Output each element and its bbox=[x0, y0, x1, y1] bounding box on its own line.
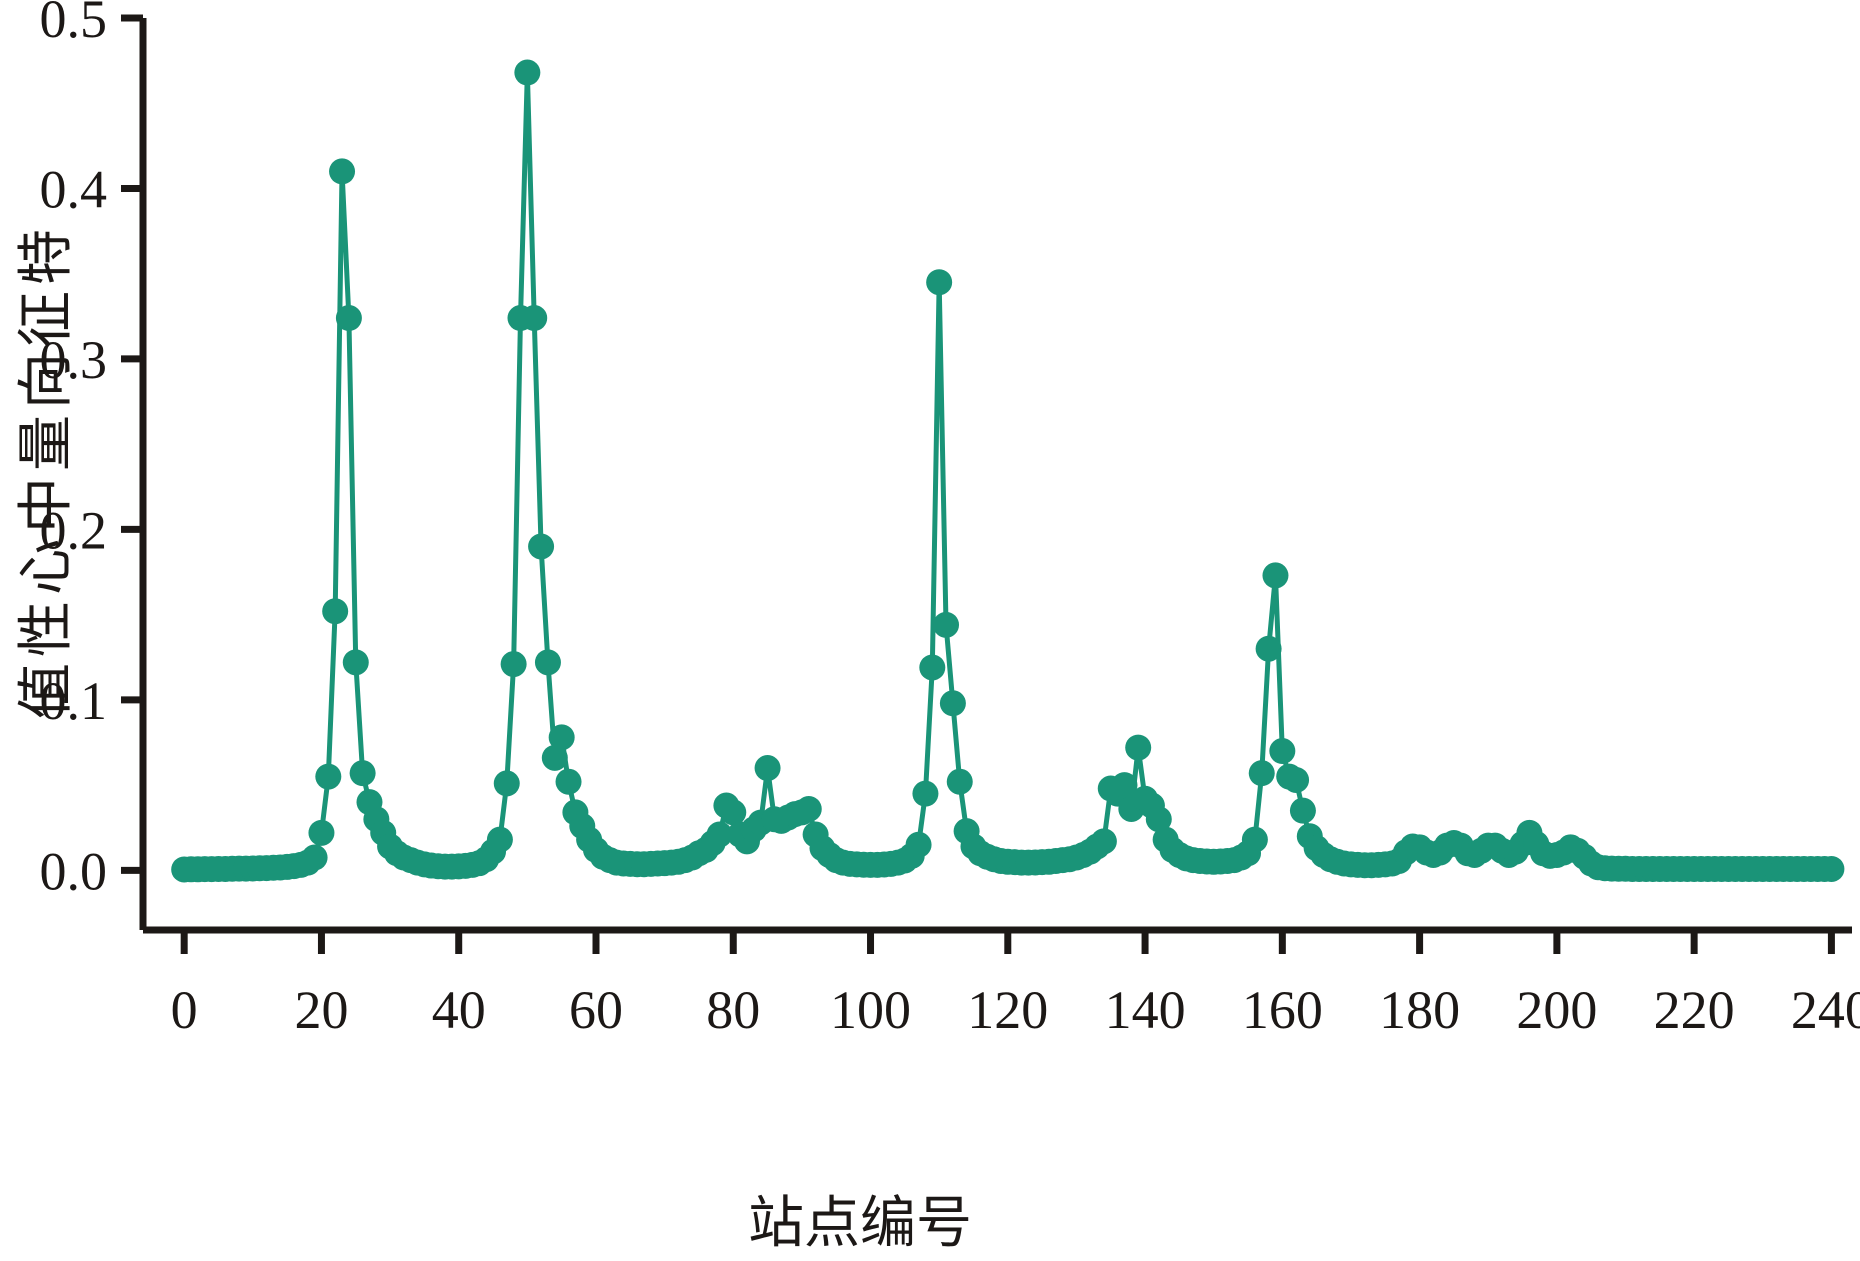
x-tick-marks bbox=[180, 930, 1835, 954]
data-point-marker bbox=[754, 755, 781, 782]
y-tick-label: 0.2 bbox=[40, 500, 108, 560]
data-point-marker bbox=[1145, 806, 1172, 833]
x-tick-label: 0 bbox=[171, 980, 198, 1040]
data-point-marker bbox=[912, 780, 939, 807]
data-point-marker bbox=[486, 826, 513, 853]
series-group bbox=[171, 59, 1845, 883]
data-point-marker bbox=[315, 763, 342, 790]
data-point-marker bbox=[528, 533, 555, 560]
data-point-marker bbox=[514, 59, 541, 86]
y-axis: 0.0 0.1 0.2 0.3 0.4 0.5 bbox=[40, 0, 147, 930]
data-point-marker bbox=[349, 760, 376, 787]
x-axis-title: 站点编号 bbox=[748, 1191, 972, 1256]
data-point-marker bbox=[493, 770, 520, 797]
y-axis-title-char: 值 bbox=[14, 663, 79, 719]
data-point-marker bbox=[1289, 797, 1316, 824]
data-point-marker bbox=[706, 821, 733, 848]
data-point-marker bbox=[1090, 828, 1117, 855]
y-tick-label: 0.3 bbox=[40, 330, 108, 390]
data-point-marker bbox=[541, 744, 568, 771]
x-tick-label: 160 bbox=[1242, 980, 1323, 1040]
data-point-marker bbox=[548, 724, 575, 751]
data-point-marker bbox=[946, 768, 973, 795]
y-tick-marks bbox=[121, 14, 143, 874]
data-point-marker bbox=[1262, 562, 1289, 589]
data-point-marker bbox=[1269, 738, 1296, 765]
data-point-marker bbox=[795, 795, 822, 822]
y-tick-label: 0.5 bbox=[40, 0, 108, 49]
y-axis-title-char: 性 bbox=[14, 601, 79, 657]
data-point-marker bbox=[301, 844, 328, 871]
data-point-marker bbox=[1818, 855, 1845, 882]
x-tick-label: 80 bbox=[706, 980, 760, 1040]
data-point-marker bbox=[926, 269, 953, 296]
data-point-marker bbox=[939, 690, 966, 717]
data-point-marker bbox=[1241, 826, 1268, 853]
x-tick-label: 140 bbox=[1105, 980, 1186, 1040]
x-tick-label: 240 bbox=[1791, 980, 1860, 1040]
x-tick-labels: 0 20 40 60 80 100 120 140 160 180 200 220 240 bbox=[171, 980, 1860, 1040]
series-markers bbox=[171, 59, 1845, 883]
y-axis-title-char: 向 bbox=[14, 353, 79, 409]
data-point-marker bbox=[919, 654, 946, 681]
data-point-marker bbox=[1283, 766, 1310, 793]
y-tick-label: 0.4 bbox=[40, 159, 108, 219]
y-axis-title-char: 特 bbox=[14, 229, 79, 285]
x-tick-label: 120 bbox=[967, 980, 1048, 1040]
data-point-marker bbox=[1111, 772, 1138, 799]
data-point-marker bbox=[308, 819, 335, 846]
y-tick-label: 0.0 bbox=[40, 841, 108, 901]
y-axis-title-char: 征 bbox=[14, 291, 79, 347]
data-point-marker bbox=[534, 649, 561, 676]
data-point-marker bbox=[1248, 760, 1275, 787]
data-point-marker bbox=[521, 305, 548, 332]
x-tick-label: 220 bbox=[1654, 980, 1735, 1040]
data-point-marker bbox=[555, 768, 582, 795]
x-tick-label: 100 bbox=[830, 980, 911, 1040]
data-point-marker bbox=[1125, 734, 1152, 761]
y-axis-title-char: 量 bbox=[14, 415, 79, 471]
x-tick-label: 200 bbox=[1516, 980, 1597, 1040]
x-tick-label: 20 bbox=[294, 980, 348, 1040]
data-point-marker bbox=[933, 611, 960, 638]
data-point-marker bbox=[335, 305, 362, 332]
data-point-marker bbox=[720, 799, 747, 826]
data-point-marker bbox=[342, 649, 369, 676]
y-axis-title-char: 中 bbox=[14, 477, 79, 533]
data-point-marker bbox=[905, 831, 932, 858]
x-tick-label: 180 bbox=[1379, 980, 1460, 1040]
x-tick-label: 60 bbox=[569, 980, 623, 1040]
x-axis: 0 20 40 60 80 100 120 140 160 180 200 220 240 bbox=[143, 926, 1860, 1040]
x-tick-label: 40 bbox=[432, 980, 486, 1040]
y-tick-labels: 0.0 0.1 0.2 0.3 0.4 0.5 bbox=[40, 0, 108, 901]
data-point-marker bbox=[329, 158, 356, 185]
data-point-marker bbox=[500, 651, 527, 678]
data-point-marker bbox=[322, 598, 349, 625]
y-tick-label: 0.1 bbox=[40, 671, 108, 731]
data-point-marker bbox=[1255, 635, 1282, 662]
y-axis-title-char: 心 bbox=[14, 539, 79, 595]
